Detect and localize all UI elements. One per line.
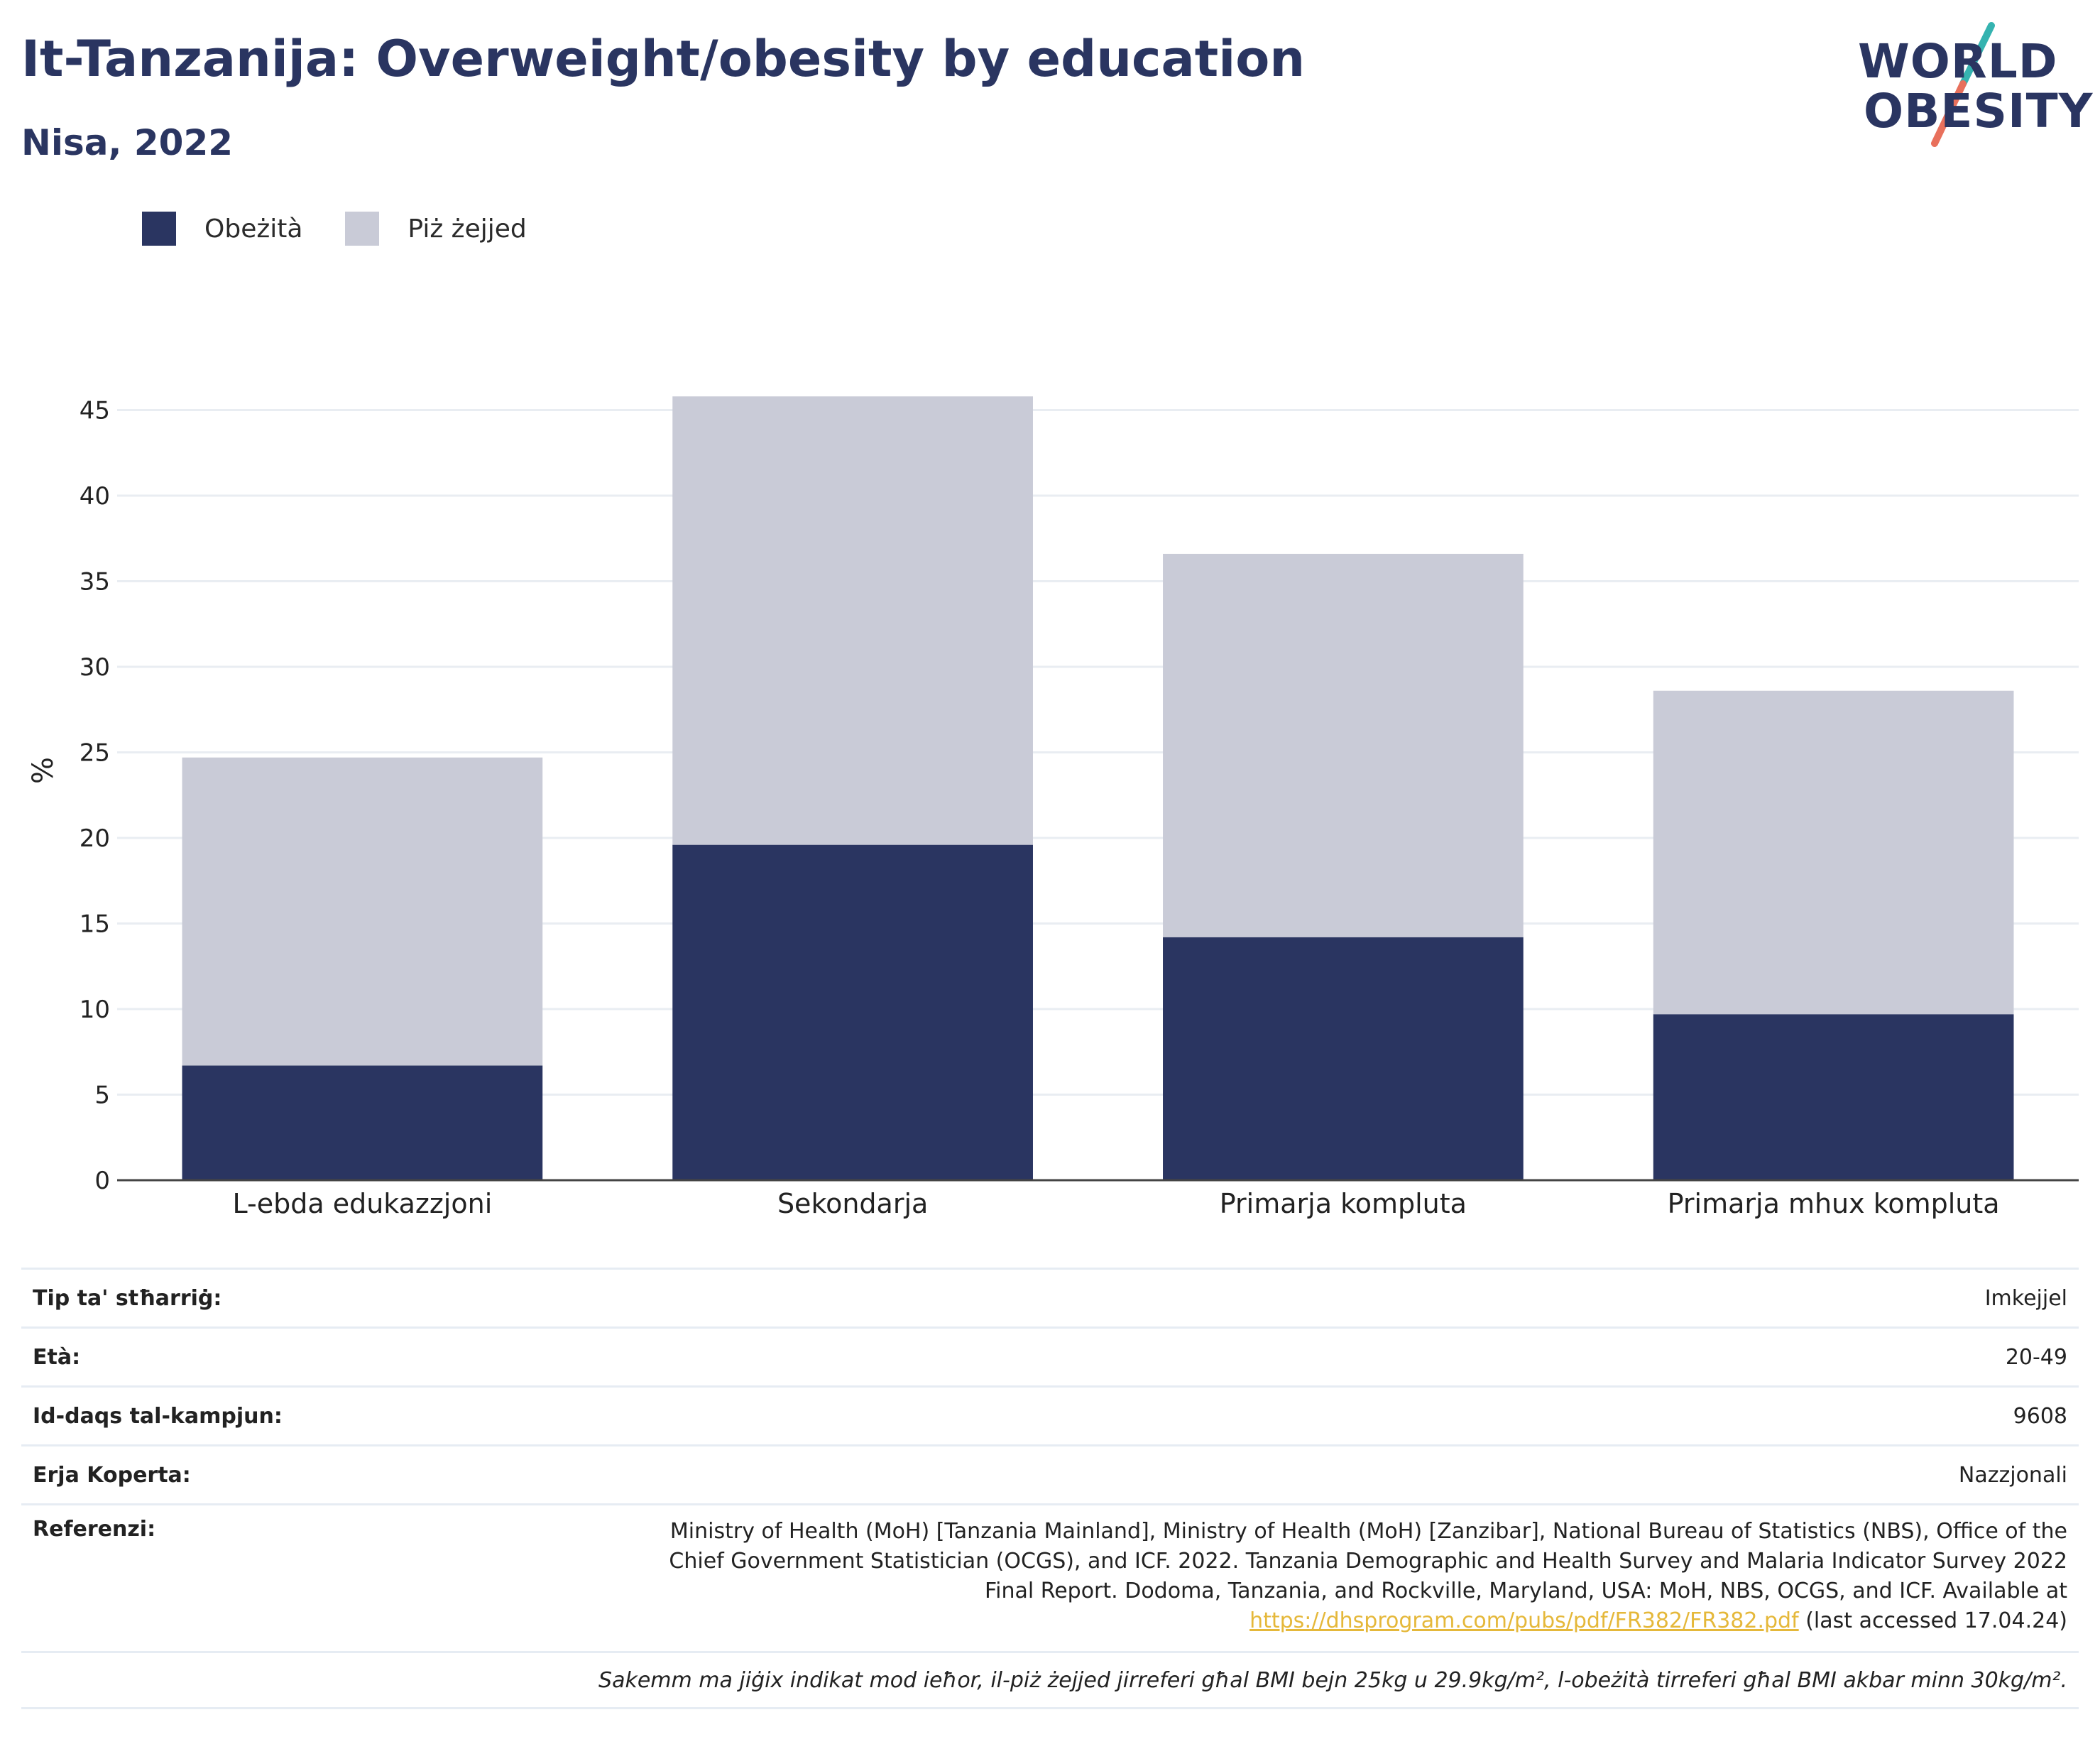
definition-note: Sakemm ma jiġix indikat mod ieħor, il-pi… [21,1651,2079,1709]
info-key-survey-type: Tip ta' stħarriġ: [33,1285,222,1311]
legend-label-obesity: Obeżità [204,214,303,244]
info-value-age: 20-49 [2005,1344,2067,1370]
legend-item-obesity[interactable]: Obeżità [142,212,302,246]
stacked-bar-chart: 0 5 10 15 20 25 30 35 40 45 L-ebda edukazzjoni Seko… [27,396,2079,1219]
chart-title: It-Tanzanija: Overweight/obesity by educ… [21,30,1306,88]
bar-overweight [1163,553,1524,937]
info-key-sample-size: Id-daqs tal-kampjun: [33,1403,283,1429]
info-key-area-covered: Erja Koperta: [33,1462,191,1488]
info-key-age: Età: [33,1344,81,1370]
y-tick-label: 15 [80,910,110,939]
y-axis-title: % [27,757,60,784]
info-value-area-covered: Nazzjonali [1958,1462,2067,1488]
chart-subtitle: Nisa, 2022 [21,122,234,163]
logo-slash-icon [1931,22,1995,147]
bar-obesity [182,1065,543,1180]
y-tick-label: 35 [80,568,110,596]
info-value-sample-size: 9608 [2013,1403,2067,1429]
y-tick-label: 25 [80,739,110,768]
logo-text-world: WORLD [1858,34,2058,89]
bar-obesity [1653,1014,2014,1180]
bar-obesity [672,844,1033,1180]
chart-legend: Obeżità Piż żejjed [142,212,569,246]
bar-overweight [1653,690,2014,1015]
y-tick-label: 45 [80,397,110,425]
info-row-sample-size: Id-daqs tal-kampjun: 9608 [21,1385,2079,1444]
info-row-references: Referenzi: Ministry of Health (MoH) [Tan… [21,1503,2079,1651]
info-row-survey-type: Tip ta' stħarriġ: Imkejjel [21,1268,2079,1326]
y-tick-label: 10 [80,996,110,1024]
bar-obesity [1163,937,1524,1180]
bar-overweight [182,757,543,1066]
reference-accessed: (last accessed 17.04.24) [1805,1608,2067,1633]
y-tick-label: 5 [94,1081,110,1110]
info-row-age: Età: 20-49 [21,1326,2079,1385]
x-category-label: Primarja kompluta [1220,1188,1467,1219]
x-category-label: Primarja mhux kompluta [1668,1188,2000,1219]
y-tick-label: 0 [94,1167,110,1195]
legend-swatch-overweight [345,212,380,246]
legend-swatch-obesity [142,212,176,246]
x-category-label: L-ebda edukazzjoni [233,1188,493,1219]
reference-text: Ministry of Health (MoH) [Tanzania Mainl… [647,1517,2067,1636]
y-tick-label: 40 [80,482,110,511]
bar-overweight [672,396,1033,845]
legend-item-overweight[interactable]: Piż żejjed [345,212,527,246]
y-tick-label: 20 [80,824,110,853]
survey-info-table: Tip ta' stħarriġ: Imkejjel Età: 20-49 Id… [21,1268,2079,1709]
logo-text-obesity: OBESITY [1864,84,2094,138]
reference-link[interactable]: https://dhsprogram.com/pubs/pdf/FR382/FR… [1249,1608,1799,1633]
info-key-references: Referenzi: [33,1517,156,1542]
definition-note-text: Sakemm ma jiġix indikat mod ieħor, il-pi… [598,1667,2067,1693]
world-obesity-logo: WORLD OBESITY [1849,21,2094,149]
reference-citation: Ministry of Health (MoH) [Tanzania Mainl… [669,1519,2067,1603]
info-row-area-covered: Erja Koperta: Nazzjonali [21,1444,2079,1503]
x-category-label: Sekondarja [777,1188,928,1219]
legend-label-overweight: Piż żejjed [408,214,527,244]
y-tick-label: 30 [80,653,110,682]
info-value-survey-type: Imkejjel [1984,1285,2067,1311]
